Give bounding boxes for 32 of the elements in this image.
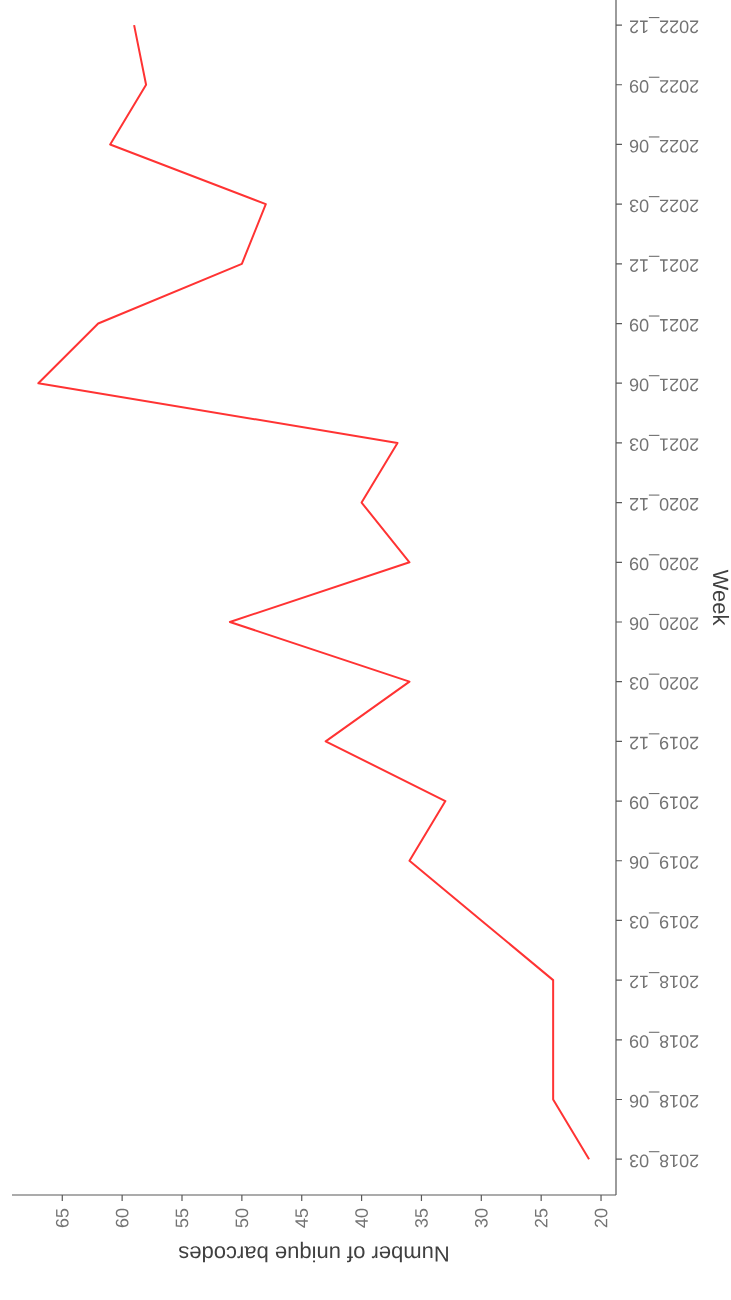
y-tick-label: 2020_06 [629, 613, 699, 631]
x-tick-label: 30 [474, 1208, 488, 1228]
y-tick-label: 2019_09 [629, 792, 699, 810]
x-tick-label: 35 [415, 1208, 428, 1228]
y-tick-label: 2020_12 [630, 494, 699, 511]
x-tick-label: 65 [55, 1208, 69, 1228]
y-tick-label: 2018_12 [630, 972, 699, 989]
y-tick-label: 2018_06 [629, 1091, 699, 1108]
x-tick-label: 40 [355, 1208, 368, 1228]
x-tick-label: 20 [594, 1208, 608, 1228]
y-tick-label: 2022_09 [629, 76, 699, 93]
x-tick-label: 25 [534, 1208, 548, 1228]
y-tick-label: 2019_03 [629, 912, 699, 929]
x-tick-label: 45 [295, 1208, 309, 1228]
y-tick-label: 2022_06 [629, 136, 699, 153]
y-tick-label: 2021_12 [630, 255, 699, 272]
y-tick-label: 2020_03 [629, 673, 699, 690]
y-tick-label: 2019_12 [630, 733, 699, 750]
y-tick-label: 2021_09 [629, 315, 699, 332]
y-tick-label: 2020_09 [629, 554, 699, 571]
x-axis-title: Number of unique barcodes [179, 1241, 448, 1263]
y-tick-label: 2021_03 [629, 434, 699, 451]
y-tick-label: 2022_03 [629, 196, 699, 213]
y-tick-label: 2018_09 [629, 1031, 699, 1048]
x-tick-label: 50 [235, 1208, 249, 1228]
x-tick-label: 60 [115, 1208, 129, 1228]
y-tick-label: 2019_06 [629, 852, 699, 869]
y-axis-title: Week [712, 569, 730, 626]
y-tick-label: 2018_03 [629, 1151, 699, 1168]
x-tick-label: 55 [175, 1208, 189, 1228]
y-tick-label: 2021_06 [629, 375, 699, 392]
y-tick-label: 2022_12 [630, 17, 699, 34]
